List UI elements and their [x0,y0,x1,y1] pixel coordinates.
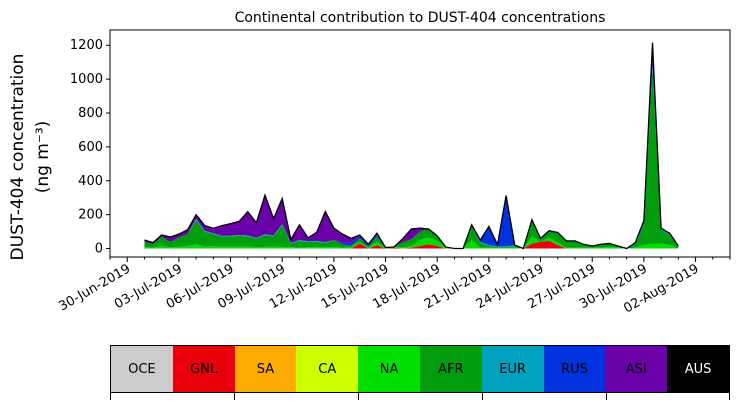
stacked-areas [144,42,679,249]
area-asi [144,42,679,249]
legend-aus: AUS [667,346,729,392]
chart-title: Continental contribution to DUST-404 con… [235,10,606,26]
y-tick-label: 200 [78,208,103,223]
area-gnl [144,240,679,249]
legend-na: NA [358,346,420,392]
legend-tick [234,393,235,400]
legend-ticks [110,393,730,402]
x-axis: 30-Jun-201903-Jul-201906-Jul-201909-Jul-… [56,257,731,317]
legend-tick [358,393,359,400]
legend-tick [729,393,730,400]
y-tick-label: 800 [78,106,103,121]
legend-tick [482,393,483,400]
legend-rus: RUS [543,346,606,392]
y-tick-label: 600 [78,140,103,155]
legend-tick [606,393,607,400]
legend-afr: AFR [419,346,482,392]
region-legend: OCE GNL SA CA NA AFR EUR RUS ASI AUS [110,345,730,393]
dust-chart: Continental contribution to DUST-404 con… [8,10,731,317]
legend-gnl: GNL [172,346,235,392]
area-afr [144,67,679,249]
area-na [144,236,679,249]
y-tick-label: 0 [95,242,103,257]
y-tick-label: 1000 [70,72,103,87]
y-axis-label-line2: (ng m⁻³) [33,121,53,194]
area-rus [144,49,679,249]
plot-frame [109,29,731,258]
area-eur [144,66,679,249]
legend-ca: CA [296,346,359,392]
total-line-group [144,42,679,250]
legend-oce: OCE [111,346,173,392]
total-line [144,42,679,250]
legend-asi: ASI [605,346,668,392]
y-axis-label-line1: DUST-404 concentration [8,54,28,261]
y-tick-label: 1200 [70,38,103,53]
legend-eur: EUR [481,346,544,392]
legend-sa: SA [234,346,297,392]
y-axis: 0 200 400 600 800 1000 1200 [70,38,110,257]
legend-tick [110,393,111,400]
y-tick-label: 400 [78,174,103,189]
